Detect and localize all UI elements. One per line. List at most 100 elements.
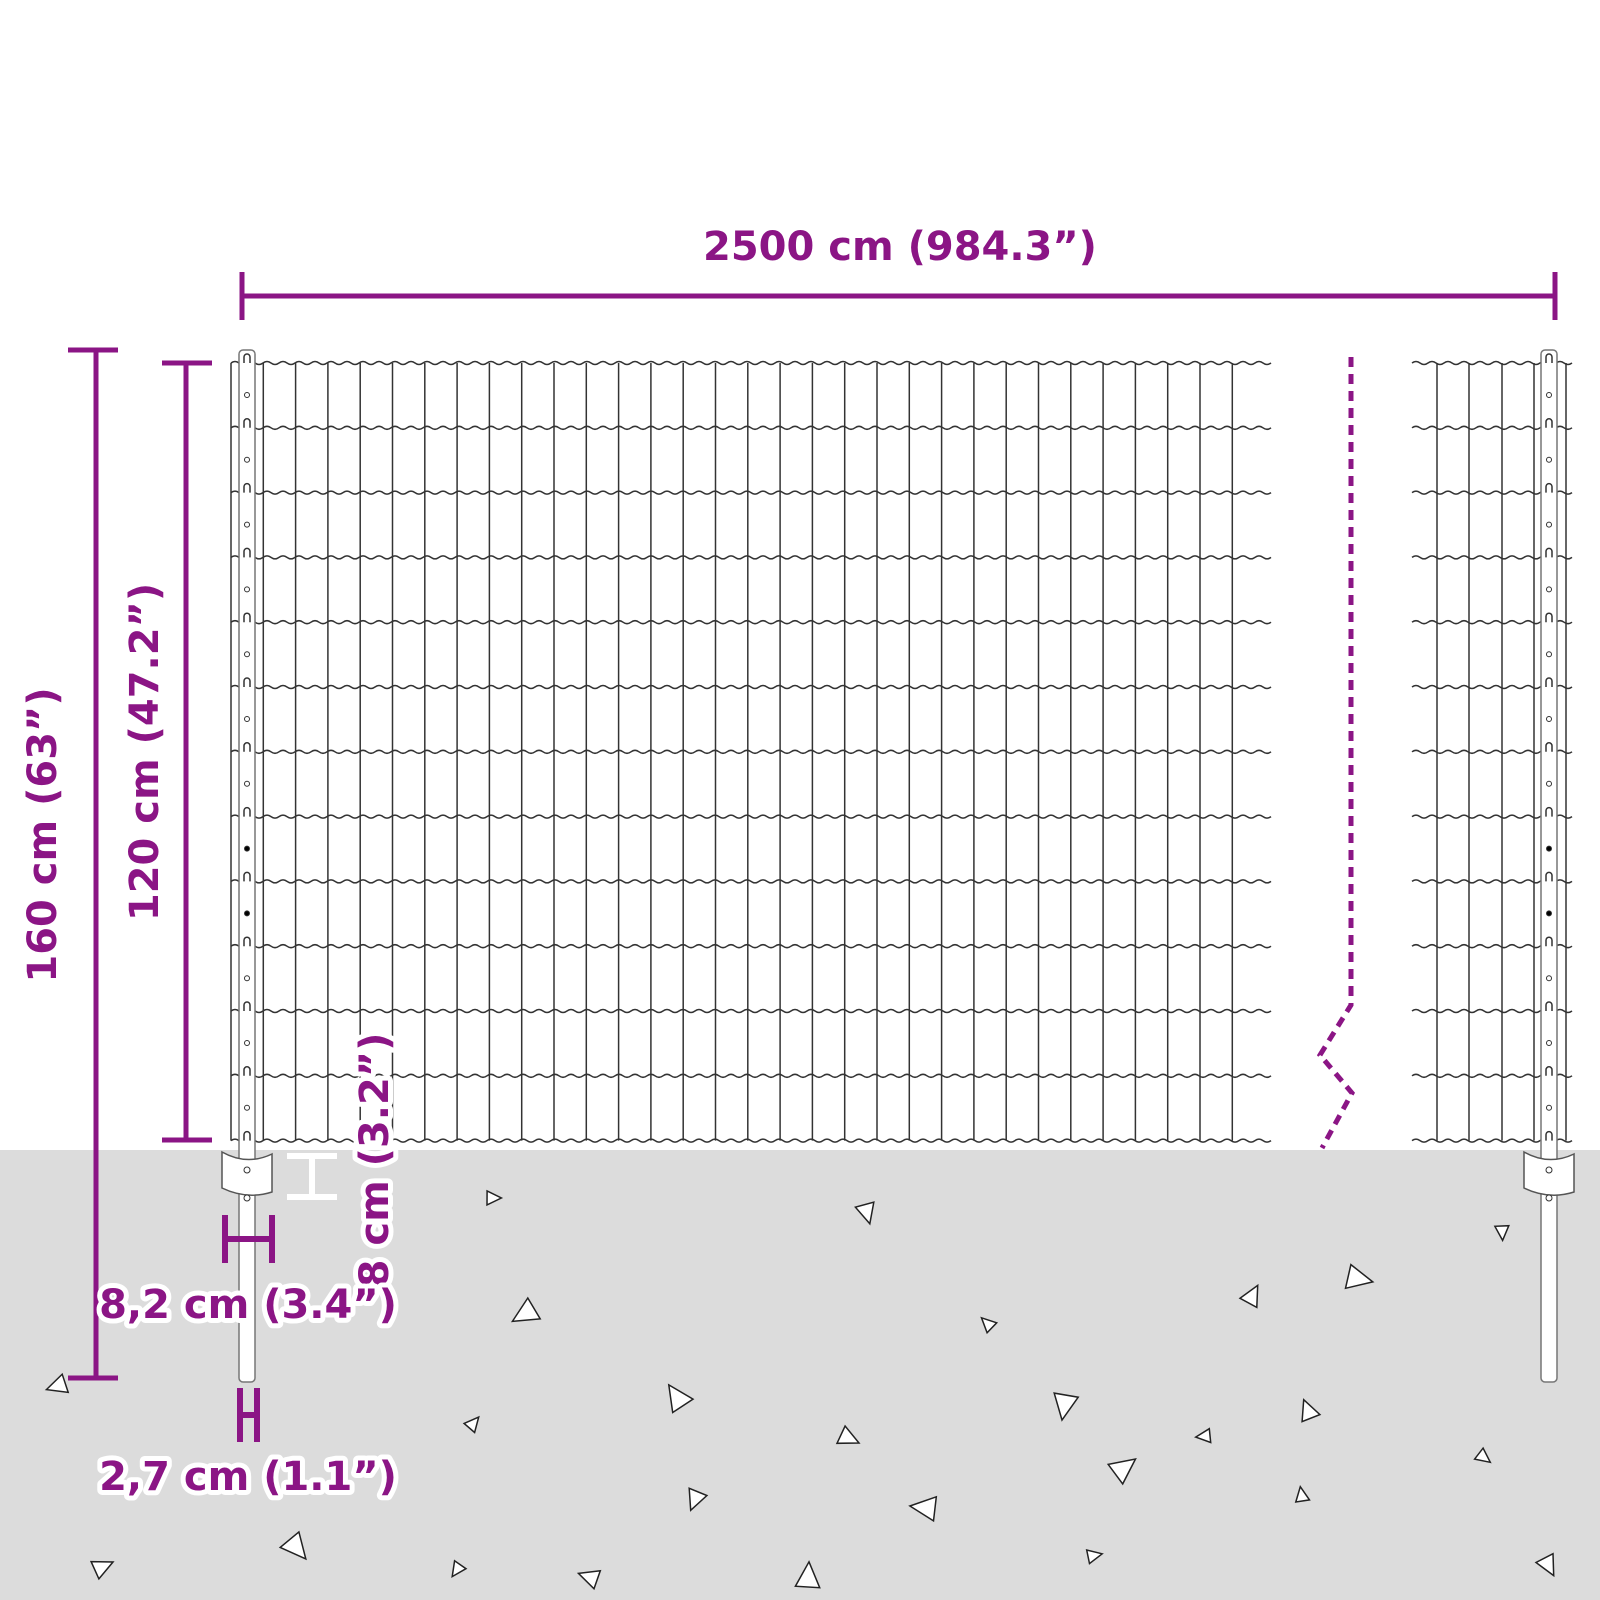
post-hook <box>243 936 251 947</box>
post-hook <box>1545 1066 1553 1076</box>
stone <box>89 1560 115 1581</box>
post-hook <box>243 482 251 493</box>
stone <box>462 1415 480 1434</box>
post-hole <box>244 716 250 722</box>
length-label: 2500 cm (984.3”) <box>703 224 1097 270</box>
stone <box>510 1296 542 1323</box>
base-hole <box>1545 1194 1553 1202</box>
post-hole <box>1546 910 1552 917</box>
stone <box>835 1424 861 1445</box>
post-hook <box>243 1001 251 1011</box>
post-hole <box>244 586 250 593</box>
post-hole <box>244 1040 250 1046</box>
base-height-marker <box>287 1153 337 1200</box>
base-width-label: 8,2 cm (3.4”) <box>99 1282 397 1328</box>
post-hole <box>1546 975 1552 982</box>
post-hole <box>1546 1104 1552 1111</box>
stone <box>1294 1484 1311 1503</box>
base-hole <box>1545 1166 1553 1174</box>
post-hook <box>243 806 251 817</box>
post-hook <box>243 871 251 882</box>
post-hook <box>243 677 251 687</box>
horizontal-wire <box>230 749 1272 755</box>
stone <box>908 1495 938 1523</box>
post-hook <box>1545 1001 1553 1011</box>
post-hole <box>1546 456 1552 463</box>
horizontal-wire <box>230 943 1272 949</box>
stone <box>1301 1398 1322 1423</box>
post-hole <box>244 651 250 658</box>
stone <box>1493 1224 1510 1243</box>
post-hook <box>1545 742 1553 752</box>
stone <box>1053 1392 1080 1422</box>
post-hook <box>243 1066 251 1076</box>
post-hole <box>1546 586 1552 593</box>
post-hook <box>243 547 251 558</box>
horizontal-wire <box>230 555 1272 560</box>
post-hook <box>243 353 251 363</box>
stone <box>576 1569 602 1591</box>
post-hook <box>1545 547 1553 558</box>
post-hole <box>1546 780 1552 787</box>
ground-stones <box>44 1189 1555 1591</box>
horizontal-wire <box>230 425 1272 431</box>
horizontal-wire <box>230 360 1272 366</box>
stone <box>1473 1446 1492 1464</box>
post-hole <box>244 521 250 528</box>
fence-posts <box>221 349 1575 1383</box>
stone <box>980 1316 999 1335</box>
mesh-height-label: 120 cm (47.2”) <box>122 583 168 921</box>
post-hook <box>1545 677 1553 687</box>
total-height-label: 160 cm (63”) <box>20 687 66 982</box>
stone <box>44 1372 70 1394</box>
wire-mesh <box>230 360 1573 1143</box>
stone <box>667 1383 695 1414</box>
length-dimension <box>239 272 1558 320</box>
post-hole <box>244 910 250 917</box>
post-hook <box>243 612 251 623</box>
mesh-height-dimension <box>162 360 212 1143</box>
horizontal-wire <box>230 1008 1272 1014</box>
horizontal-wire <box>230 619 1272 625</box>
post-hook <box>1545 871 1553 882</box>
stone <box>278 1530 307 1561</box>
post-hole <box>1546 392 1552 398</box>
post-hole <box>244 780 250 787</box>
post-hole <box>1546 1040 1552 1046</box>
post-hook <box>1545 1130 1553 1141</box>
horizontal-wire <box>230 490 1272 495</box>
post-base-plate <box>221 1150 273 1196</box>
total-height-dimension <box>68 347 118 1381</box>
post-width-label: 2,7 cm (1.1”) <box>99 1454 397 1500</box>
post-base-plate <box>1523 1150 1575 1196</box>
post-hole <box>244 975 250 982</box>
base-height-label: 8 cm (3.2”) <box>352 1033 398 1288</box>
post-hook <box>243 742 251 752</box>
post-hole <box>1546 716 1552 722</box>
post-hook <box>1545 418 1553 428</box>
horizontal-wire <box>230 1138 1272 1143</box>
stone <box>854 1201 875 1226</box>
base-width-marker <box>222 1215 275 1263</box>
stone <box>451 1559 468 1579</box>
base-hole <box>243 1166 251 1174</box>
horizontal-wire <box>230 814 1272 819</box>
post-hook <box>1545 806 1553 817</box>
post <box>1540 349 1558 1383</box>
post-hole <box>244 845 250 852</box>
stone <box>1238 1283 1259 1309</box>
stone <box>1193 1427 1212 1444</box>
ground <box>0 1150 1600 1600</box>
post-width-marker <box>237 1388 260 1442</box>
post-hook <box>243 1130 251 1141</box>
base-hole <box>243 1194 251 1202</box>
post <box>238 349 256 1383</box>
stone <box>1344 1263 1375 1290</box>
break-marker <box>1316 357 1356 1150</box>
stone <box>1534 1552 1555 1578</box>
post-hook <box>1545 353 1553 363</box>
horizontal-wire <box>230 1073 1272 1079</box>
post-hole <box>244 392 250 398</box>
stone <box>1106 1457 1137 1486</box>
stone <box>486 1189 504 1207</box>
